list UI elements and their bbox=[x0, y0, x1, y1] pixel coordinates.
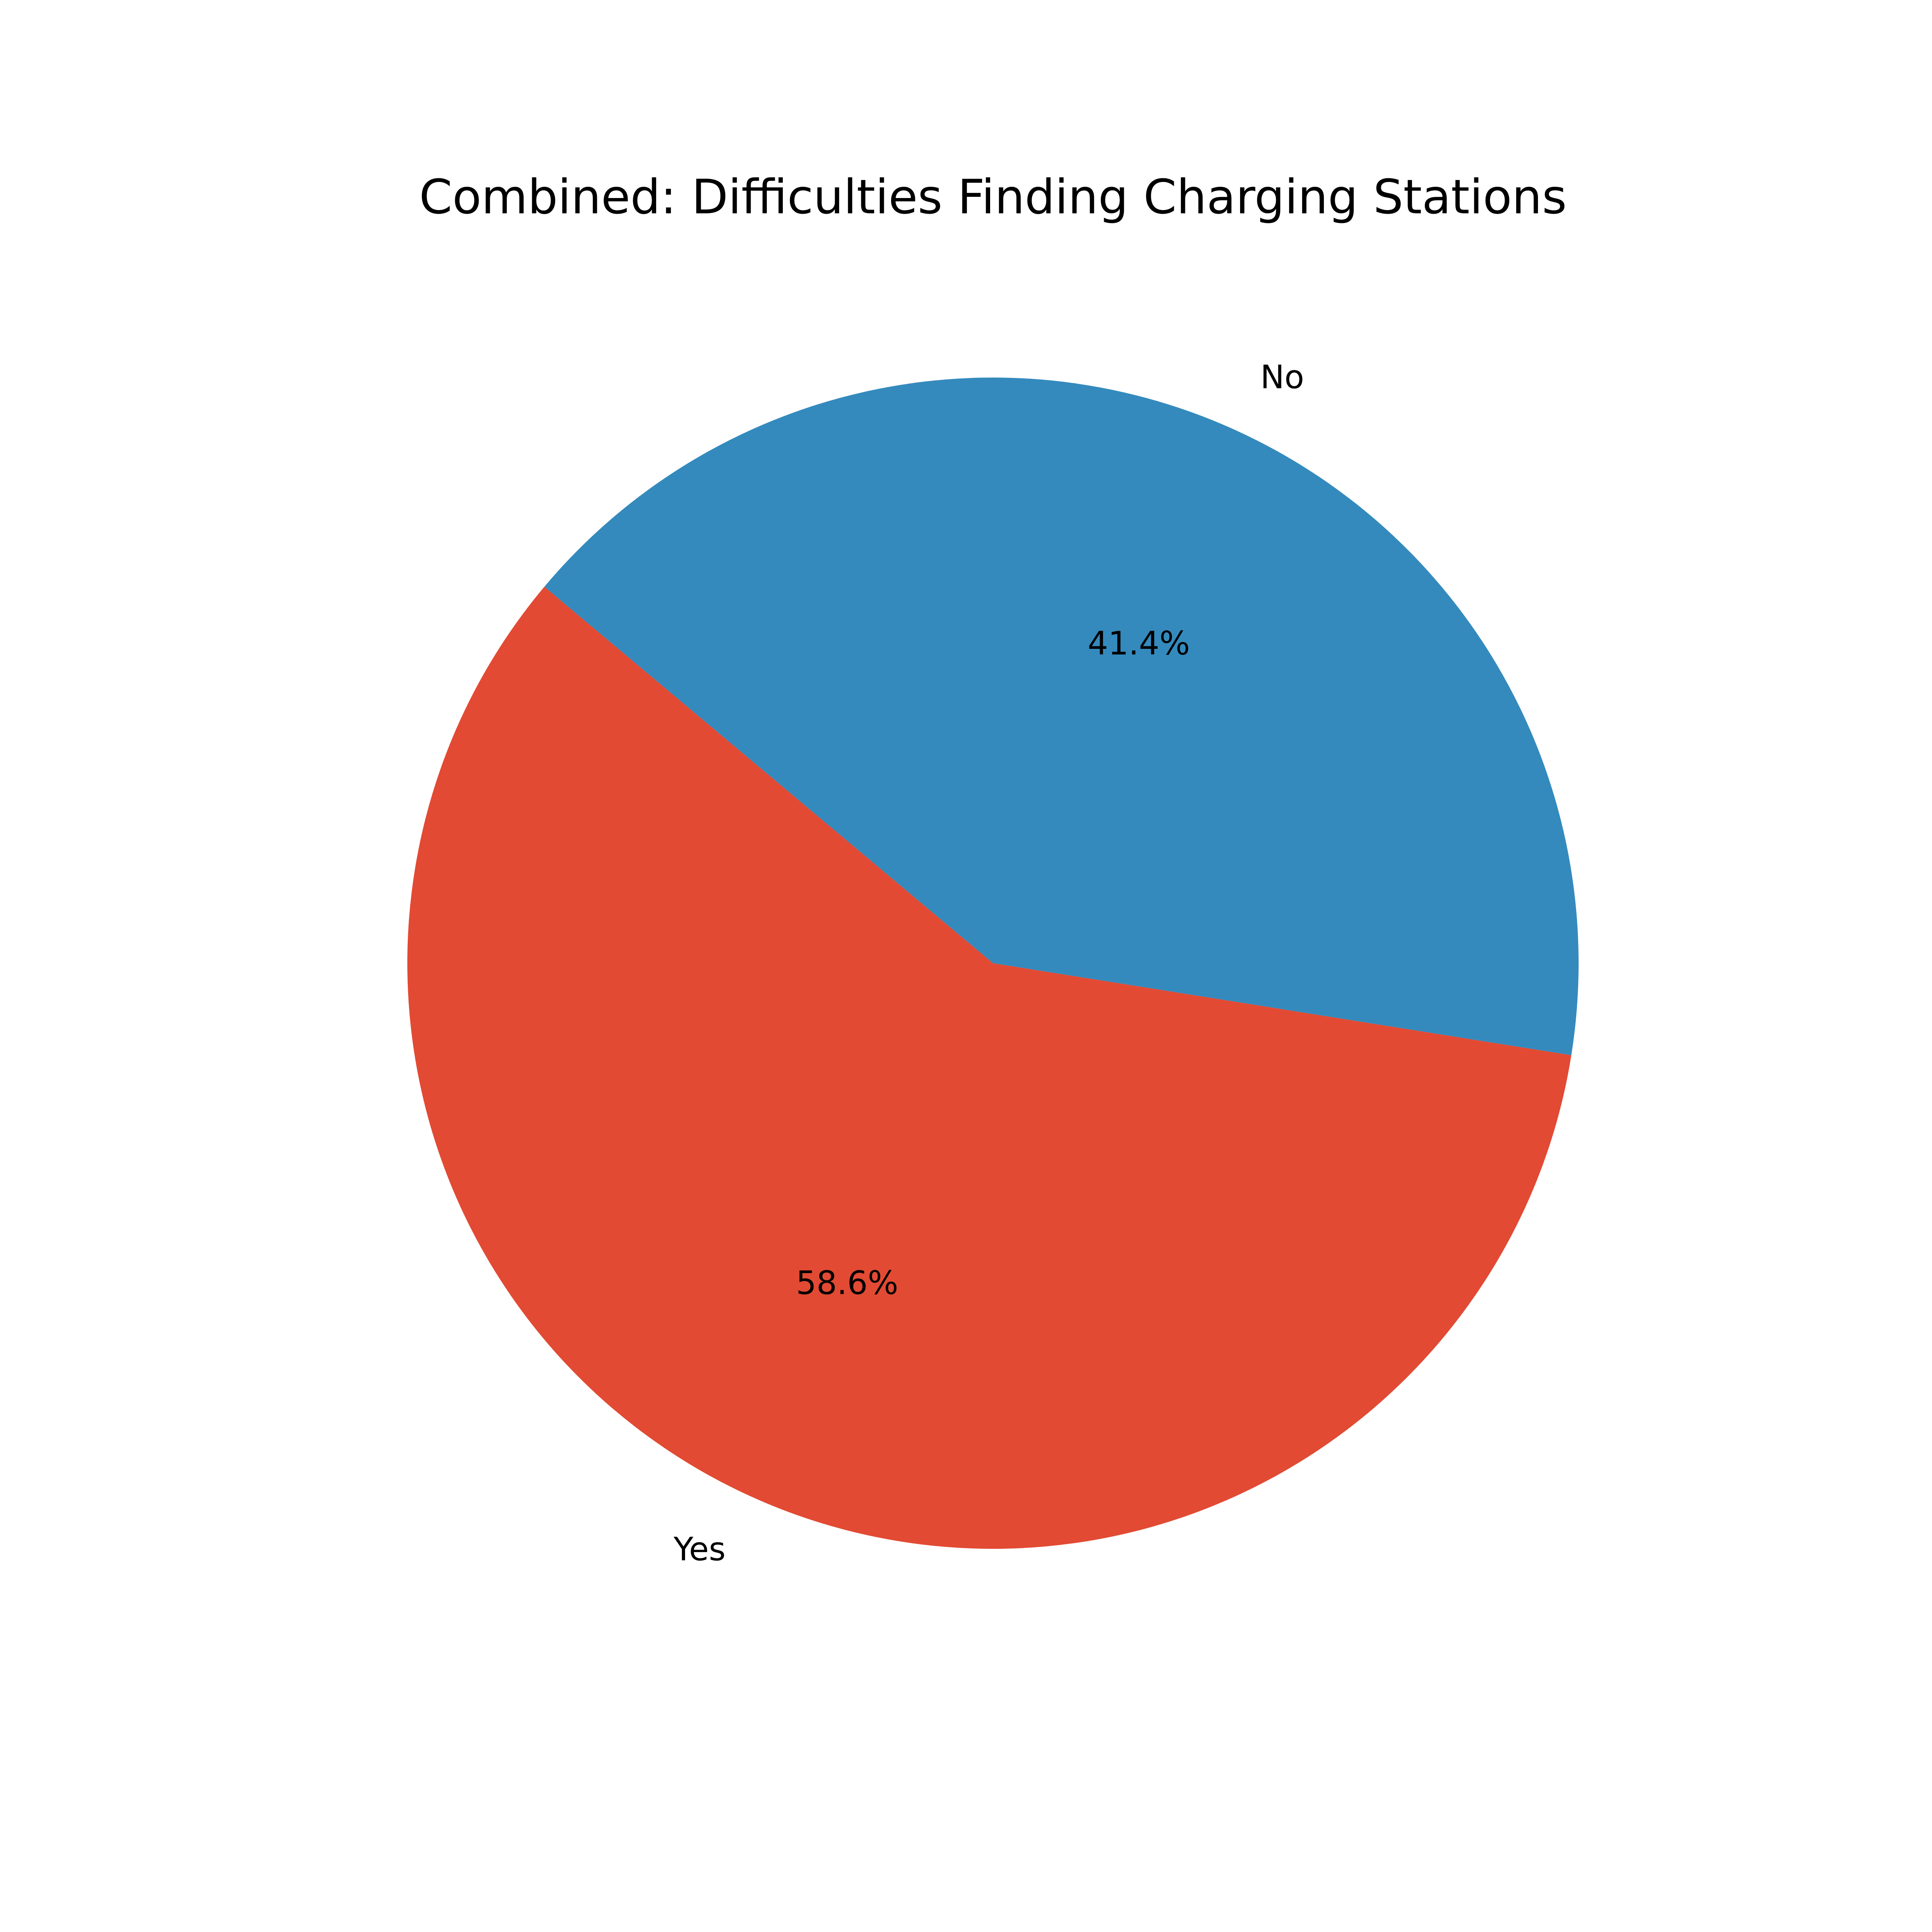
chart-title: Combined: Difficulties Finding Charging … bbox=[419, 169, 1567, 225]
pct-label-no: 41.4% bbox=[1088, 625, 1190, 662]
pie-slices bbox=[407, 378, 1579, 1549]
pie-slice-yes bbox=[407, 586, 1571, 1549]
pie-labels: Yes 58.6% No 41.4% bbox=[673, 358, 1304, 1568]
pie-slice-no bbox=[544, 378, 1579, 1055]
slice-label-yes: Yes bbox=[673, 1531, 726, 1568]
pct-label-yes: 58.6% bbox=[796, 1264, 898, 1302]
slice-label-no: No bbox=[1260, 358, 1304, 396]
